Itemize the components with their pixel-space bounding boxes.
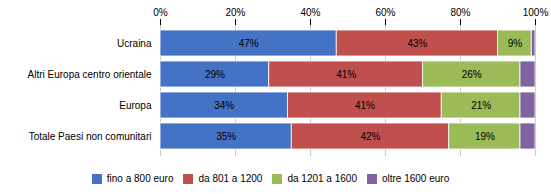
svg-text:Totale Paesi non comunitari: Totale Paesi non comunitari bbox=[29, 131, 152, 142]
svg-text:0%: 0% bbox=[153, 7, 168, 18]
svg-text:41%: 41% bbox=[355, 100, 375, 111]
svg-text:19%: 19% bbox=[475, 131, 495, 142]
svg-text:9%: 9% bbox=[508, 38, 523, 49]
svg-text:21%: 21% bbox=[471, 100, 491, 111]
html-text:da 801 a 1200: da 801 a 1200 bbox=[198, 173, 263, 184]
svg-text:80%: 80% bbox=[450, 7, 470, 18]
svg-text:43%: 43% bbox=[407, 38, 427, 49]
svg-text:40%: 40% bbox=[300, 7, 320, 18]
svg-text:60%: 60% bbox=[375, 7, 395, 18]
svg-text:26%: 26% bbox=[462, 69, 482, 80]
svg-text:34%: 34% bbox=[214, 100, 234, 111]
svg-text:35%: 35% bbox=[216, 131, 236, 142]
svg-text:47%: 47% bbox=[239, 38, 259, 49]
svg-text:Europa: Europa bbox=[119, 100, 152, 111]
svg-text:42%: 42% bbox=[360, 131, 380, 142]
html-text:da 1201 a 1600: da 1201 a 1600 bbox=[287, 173, 357, 184]
svg-text:41%: 41% bbox=[336, 69, 356, 80]
svg-text:Altri Europa centro orientale: Altri Europa centro orientale bbox=[28, 69, 152, 80]
svg-text:29%: 29% bbox=[205, 69, 225, 80]
html-text:oltre 1600 euro: oltre 1600 euro bbox=[382, 173, 450, 184]
html-text:fino a 800 euro: fino a 800 euro bbox=[106, 173, 174, 184]
svg-text:100%: 100% bbox=[523, 7, 549, 18]
svg-text:Ucraina: Ucraina bbox=[117, 38, 152, 49]
svg-text:20%: 20% bbox=[225, 7, 245, 18]
